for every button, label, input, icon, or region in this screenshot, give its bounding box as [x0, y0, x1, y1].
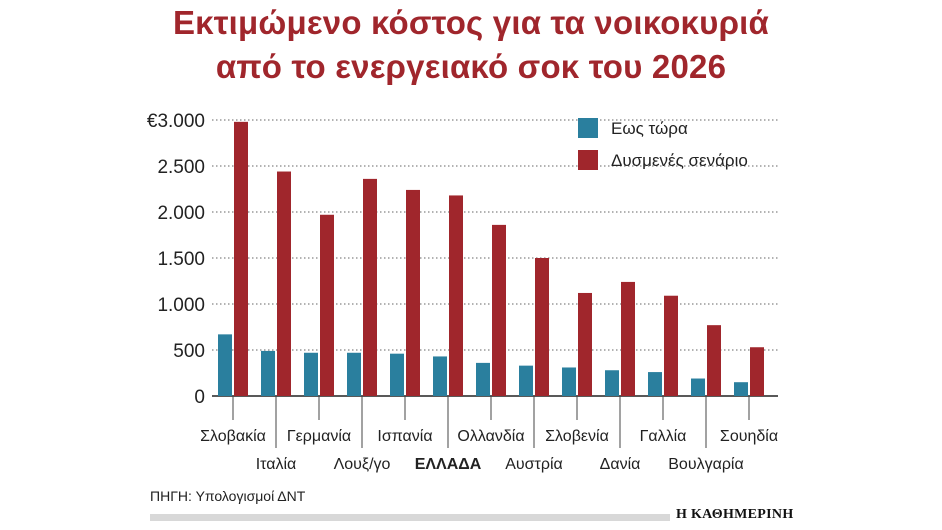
bar-eos-tora	[691, 378, 705, 396]
bar-eos-tora	[605, 370, 619, 396]
bar-chart: 0 500 1.000 1.500 2.000 2.500 €3.000 Σλοβακία Ιτ…	[147, 111, 778, 473]
bar-eos-tora	[304, 352, 318, 396]
category-label: Σλοβακία	[200, 428, 266, 445]
bar-eos-tora	[218, 334, 232, 396]
y-tick-label: 500	[173, 341, 205, 362]
source-note: ΠΗΓΗ: Υπολογισμοί ΔΝΤ	[150, 488, 306, 504]
bar-dysmenes-senario	[406, 189, 420, 396]
bar-eos-tora	[433, 356, 447, 396]
footer-bar	[150, 514, 670, 521]
category-label: Ολλανδία	[457, 428, 524, 445]
brand-logo: Η ΚΑΘΗΜΕΡΙΝΗ	[676, 507, 794, 522]
category-label: Ιταλία	[256, 456, 297, 473]
bar-dysmenes-senario	[234, 121, 248, 396]
bar-eos-tora	[261, 350, 275, 396]
legend-label: Εως τώρα	[611, 119, 688, 138]
category-label: Αυστρία	[505, 456, 563, 473]
y-tick-label: 1.500	[157, 249, 205, 270]
category-label: Γαλλία	[640, 428, 687, 445]
bar-dysmenes-senario	[621, 281, 635, 396]
bar-eos-tora	[347, 352, 361, 396]
bar-dysmenes-senario	[277, 171, 291, 396]
bar-dysmenes-senario	[707, 325, 721, 396]
bar-eos-tora	[390, 353, 404, 396]
chart-title-line-1: Εκτιμώμενο κόστος για τα νοικοκυριά	[172, 4, 770, 41]
bar-dysmenes-senario	[535, 258, 549, 396]
bar-eos-tora	[734, 382, 748, 396]
category-label: Λουξ/γο	[334, 456, 391, 473]
bar-dysmenes-senario	[363, 178, 377, 396]
bar-dysmenes-senario	[664, 295, 678, 396]
bar-dysmenes-senario	[750, 347, 764, 396]
bar-eos-tora	[476, 362, 490, 396]
legend-label: Δυσμενές σενάριο	[611, 151, 748, 170]
category-label: Δανία	[600, 456, 641, 473]
y-tick-label: 2.000	[157, 203, 205, 224]
y-tick-label: 0	[194, 387, 205, 408]
category-label: Σλοβενία	[545, 428, 609, 445]
y-tick-label: 1.000	[157, 295, 205, 316]
legend-swatch	[578, 150, 598, 170]
legend-swatch	[578, 118, 598, 138]
y-tick-label: €3.000	[147, 111, 205, 132]
chart-title-line-2: από το ενεργειακό σοκ του 2026	[215, 48, 727, 85]
bar-dysmenes-senario	[320, 214, 334, 396]
bar-dysmenes-senario	[492, 224, 506, 396]
y-tick-label: 2.500	[157, 157, 205, 178]
bar-dysmenes-senario	[449, 195, 463, 396]
category-label: Ισπανία	[377, 428, 432, 445]
bar-dysmenes-senario	[578, 292, 592, 396]
category-label: ΕΛΛΑΔΑ	[415, 456, 482, 473]
category-label: Βουλγαρία	[668, 456, 743, 473]
category-label: Γερμανία	[287, 428, 351, 445]
bar-eos-tora	[648, 372, 662, 396]
bar-eos-tora	[562, 367, 576, 396]
category-label: Σουηδία	[720, 428, 778, 445]
bar-eos-tora	[519, 365, 533, 396]
